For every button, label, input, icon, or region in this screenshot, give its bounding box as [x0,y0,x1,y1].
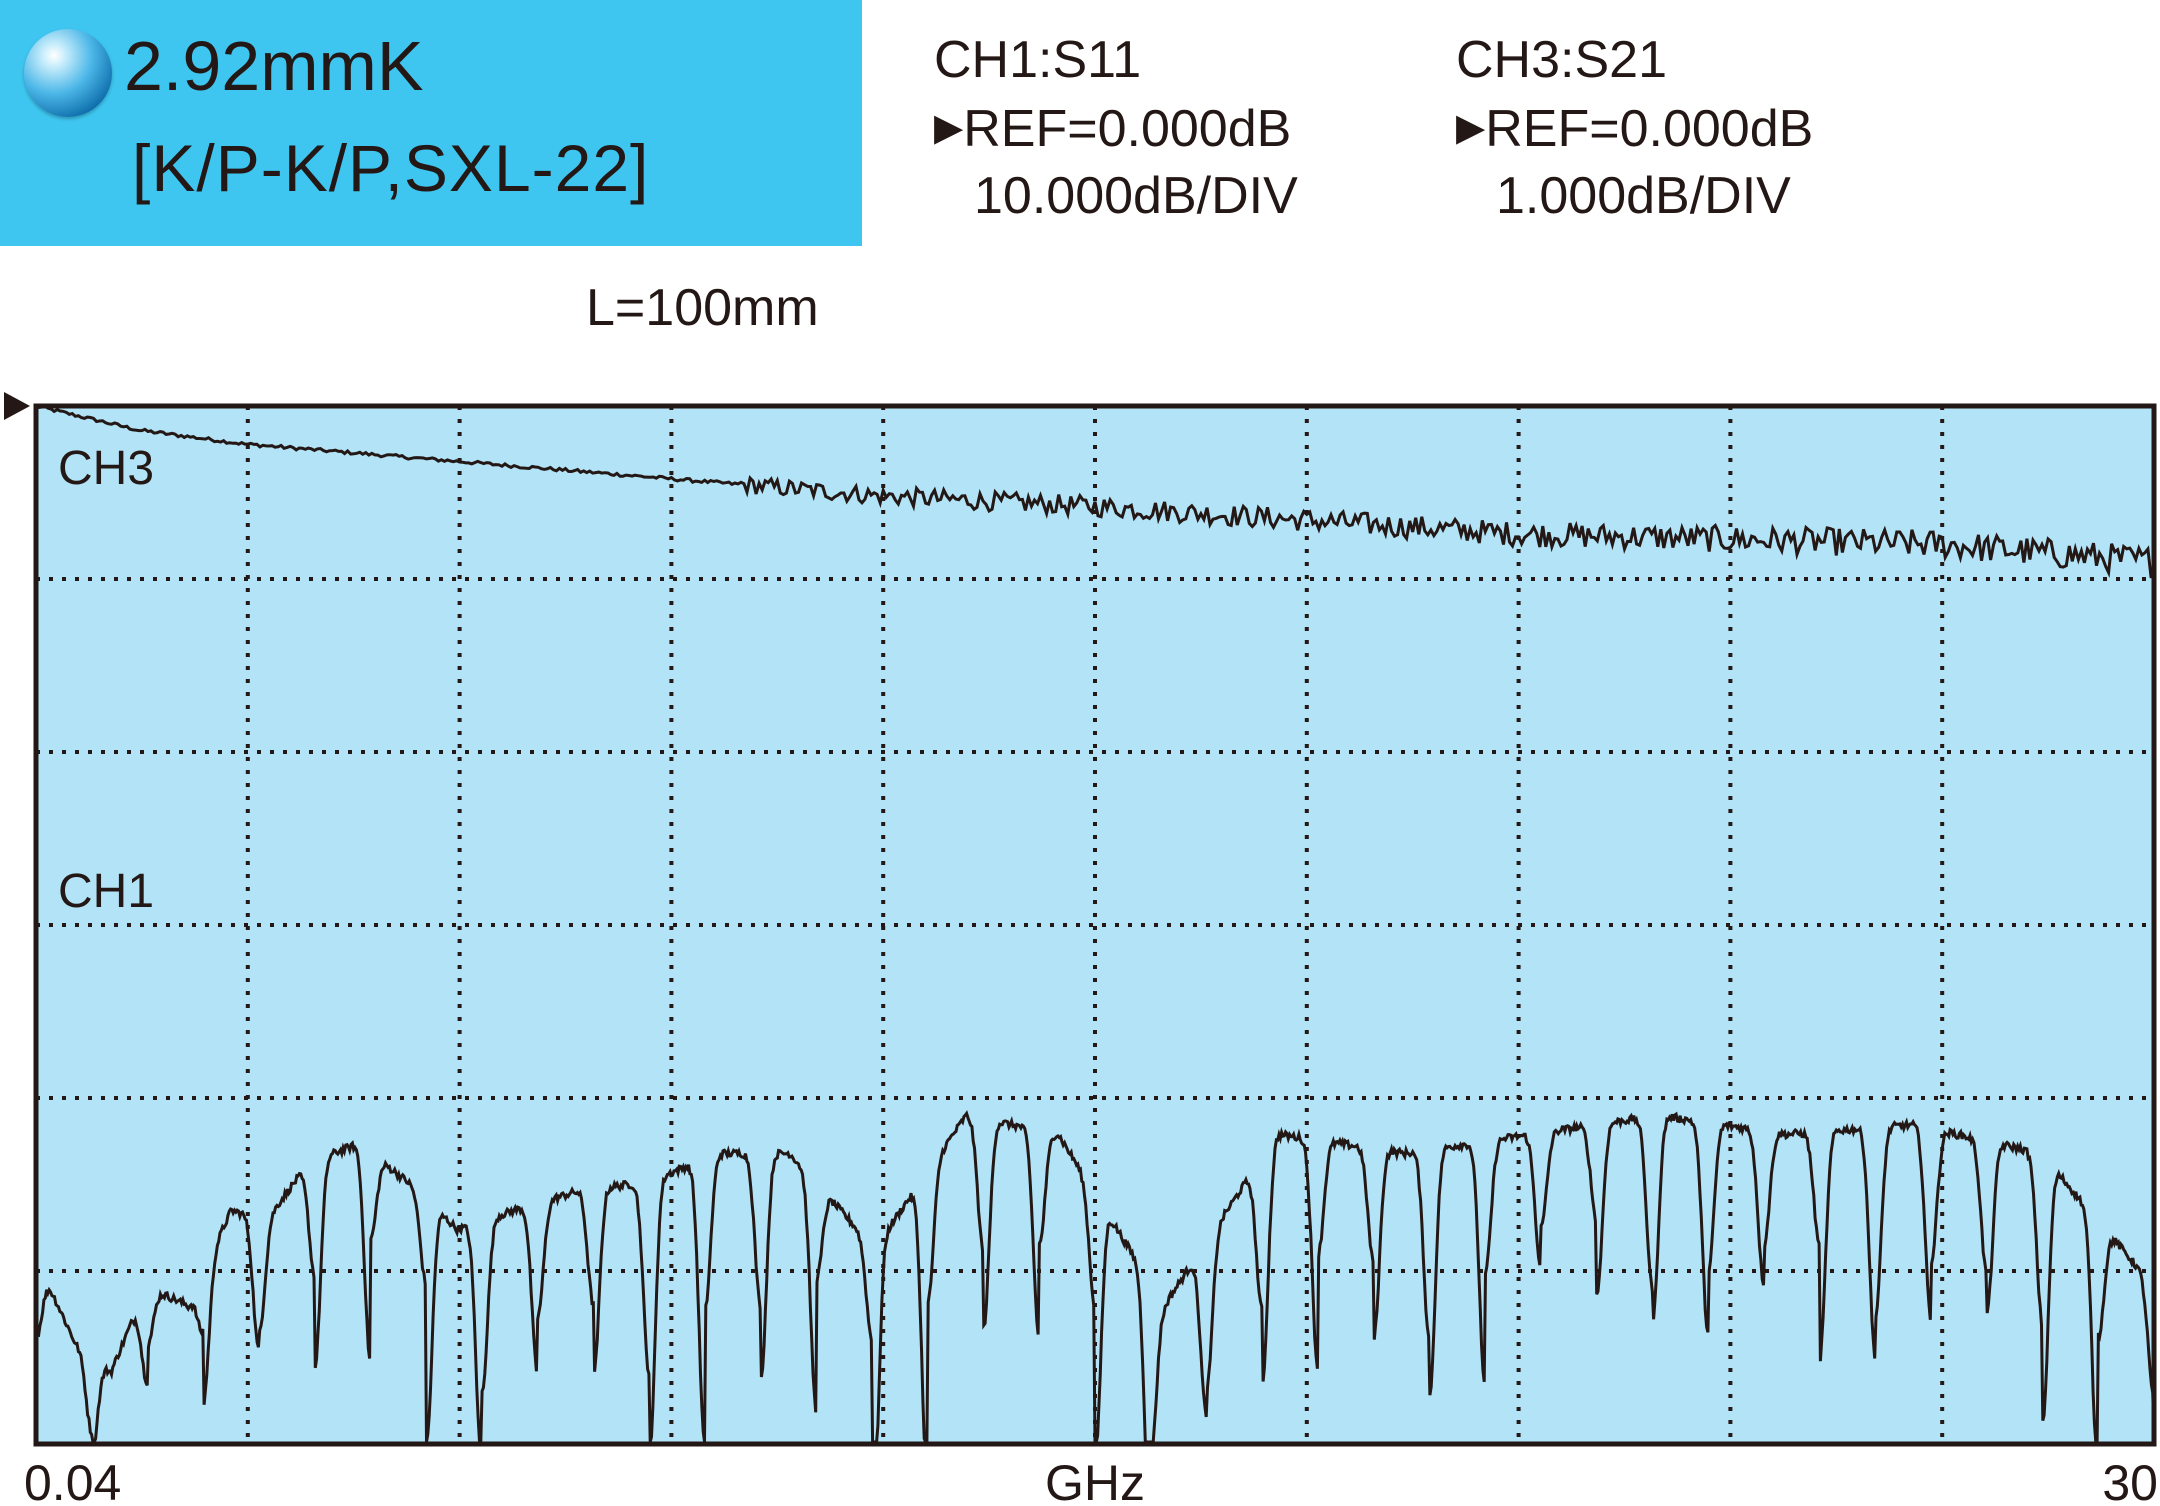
connector-title: 2.92mmK [124,27,424,105]
ch1-info: CH1:S11 ▶REF=0.000dB 10.000dB/DIV [934,26,1298,230]
cable-length-label: L=100mm [586,279,819,337]
ch3-ref-row: ▶REF=0.000dB [1456,94,1813,162]
ch1-name: CH1:S11 [934,31,1142,89]
ch1-ref: REF=0.000dB [963,100,1292,158]
plot-grid [36,406,2154,1444]
plot-frame [33,403,2157,1447]
plot-background [36,406,2154,1444]
sphere-bullet-icon [24,29,112,117]
ref-marker-icon [4,392,30,420]
x-tick-start: 0.04 [24,1455,121,1506]
vna-plot: CH3 CH1 0.04 GHz 30 [4,392,2158,1506]
series-label-ch3: CH3 [58,442,154,495]
title-box: 2.92mmK [K/P-K/P,SXL-22] [0,0,862,246]
x-axis-label: GHz [1045,1455,1145,1506]
ch3-ref: REF=0.000dB [1485,100,1814,158]
ch1-ref-row: ▶REF=0.000dB [934,94,1298,162]
x-tick-end: 30 [2102,1455,2158,1506]
ch3-name: CH3:S21 [1456,31,1667,89]
series-label-ch1: CH1 [58,865,154,918]
trace-ch3 [35,404,2155,579]
ch3-info: CH3:S21 ▶REF=0.000dB 1.000dB/DIV [1456,26,1813,230]
triangle-right-icon: ▶ [934,107,964,149]
ch1-scale: 10.000dB/DIV [974,167,1298,225]
cable-spec: [K/P-K/P,SXL-22] [132,131,650,205]
triangle-right-icon: ▶ [1456,107,1486,149]
ch3-scale: 1.000dB/DIV [1496,167,1791,225]
plot-area [36,406,2154,1444]
